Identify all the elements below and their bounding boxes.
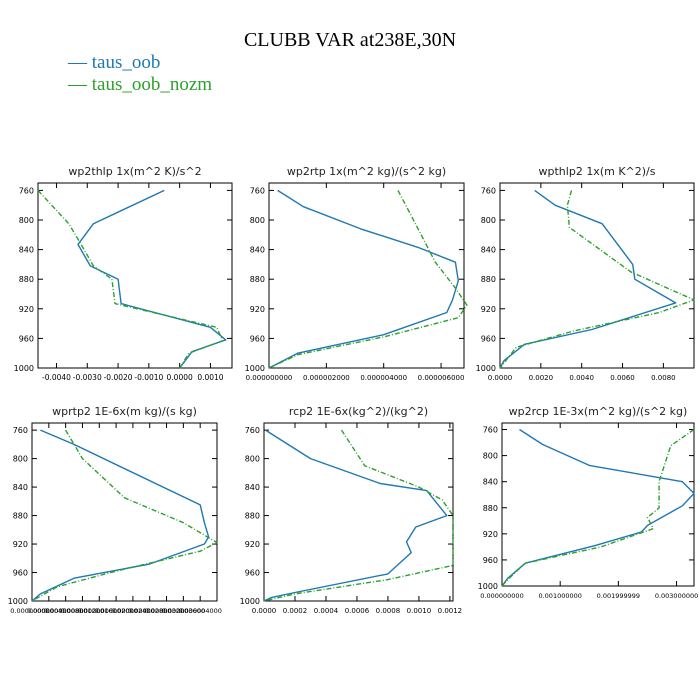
x-tick-label: 0.000004000 bbox=[360, 374, 407, 382]
y-tick-label: 800 bbox=[481, 216, 496, 225]
series-line-taus-oob-nozm bbox=[32, 430, 217, 601]
panel-6: wp2rcp 1E-3x(m^2 kg)/(s^2 kg) 760 800 840 88… bbox=[478, 405, 699, 600]
plot-frame bbox=[500, 183, 694, 368]
x-tick-label: 0.0006 bbox=[345, 607, 370, 615]
y-tick-label: 1000 bbox=[14, 364, 34, 373]
y-tick-label: 920 bbox=[13, 540, 28, 549]
series-line-taus-oob bbox=[264, 430, 447, 601]
y-tick-label: 960 bbox=[13, 569, 28, 578]
x-tick-label: 0.0002 bbox=[283, 607, 308, 615]
panel-title: rcp2 1E-6x(kg^2)/(kg^2) bbox=[289, 405, 428, 418]
y-tick-label: 880 bbox=[245, 512, 260, 521]
y-tick-label: 880 bbox=[481, 275, 496, 284]
y-tick-label: 880 bbox=[483, 504, 498, 513]
x-tick-label: 0.0010 bbox=[407, 607, 432, 615]
series-line-taus-oob-nozm bbox=[38, 190, 223, 368]
y-tick-label: 960 bbox=[245, 569, 260, 578]
y-tick-label: 840 bbox=[250, 246, 265, 255]
chart-panels: wp2thlp 1x(m^2 K)/s^2 760 800 840 880 920 960 1… bbox=[0, 0, 700, 700]
x-tick-label: 0.000004000 bbox=[178, 607, 221, 615]
y-tick-label: 800 bbox=[483, 452, 498, 461]
y-tick-label: 1000 bbox=[476, 364, 496, 373]
series-line-taus-oob-nozm bbox=[500, 190, 694, 368]
y-tick-label: 800 bbox=[250, 216, 265, 225]
panel-title: wp2rtp 1x(m^2 kg)/(s^2 kg) bbox=[287, 165, 446, 178]
y-tick-label: 1000 bbox=[240, 597, 260, 606]
y-tick-label: 760 bbox=[13, 426, 28, 435]
panel-3: wpthlp2 1x(m K^2)/s 760 800 840 880 920 960 100… bbox=[476, 165, 694, 382]
y-tick-label: 840 bbox=[19, 246, 34, 255]
y-tick-label: 960 bbox=[19, 334, 34, 343]
x-tick-label: 0.0008 bbox=[376, 607, 401, 615]
y-tick-label: 800 bbox=[13, 455, 28, 464]
x-tick-label: 0.000000000 bbox=[480, 592, 523, 600]
y-tick-label: 760 bbox=[481, 186, 496, 195]
x-tick-label: 0.000002000 bbox=[303, 374, 350, 382]
panel-2: wp2rtp 1x(m^2 kg)/(s^2 kg) 760 800 840 880 92… bbox=[245, 165, 467, 382]
y-tick-label: 920 bbox=[19, 305, 34, 314]
x-tick-label: 0.0060 bbox=[610, 374, 635, 382]
y-tick-label: 960 bbox=[481, 334, 496, 343]
y-tick-label: 800 bbox=[245, 455, 260, 464]
x-tick-label: -0.0040 bbox=[42, 373, 71, 382]
x-tick-label: -0.0030 bbox=[73, 373, 102, 382]
x-tick-label: 0.0004 bbox=[314, 607, 339, 615]
panel-1: wp2thlp 1x(m^2 K)/s^2 760 800 840 880 920 960 1… bbox=[14, 165, 232, 382]
y-tick-label: 760 bbox=[245, 426, 260, 435]
series-line-taus-oob-nozm bbox=[264, 430, 453, 601]
series-line-taus-oob-nozm bbox=[502, 430, 694, 587]
series-line-taus-oob bbox=[32, 430, 209, 601]
panel-title: wp2rcp 1E-3x(m^2 kg)/(s^2 kg) bbox=[509, 405, 688, 418]
y-tick-label: 840 bbox=[13, 483, 28, 492]
plot-frame bbox=[32, 423, 217, 601]
series-line-taus-oob-nozm bbox=[269, 190, 467, 368]
x-tick-label: 0.0000 bbox=[252, 607, 277, 615]
panel-title: wp2thlp 1x(m^2 K)/s^2 bbox=[68, 165, 201, 178]
y-tick-label: 760 bbox=[19, 186, 34, 195]
x-tick-label: 0.000006000 bbox=[418, 374, 465, 382]
series-line-taus-oob bbox=[500, 190, 676, 368]
y-tick-label: 880 bbox=[250, 275, 265, 284]
y-tick-label: 880 bbox=[19, 275, 34, 284]
y-tick-label: 760 bbox=[483, 426, 498, 435]
x-tick-label: 0.001000000 bbox=[538, 592, 581, 600]
x-tick-label: 0.000000000 bbox=[246, 374, 293, 382]
y-tick-label: 1000 bbox=[478, 582, 498, 591]
y-tick-label: 1000 bbox=[8, 597, 28, 606]
x-tick-label: -0.0010 bbox=[134, 373, 163, 382]
panel-4: wprtp2 1E-6x(m kg)/(s kg) 760 800 840 880 920… bbox=[8, 405, 222, 615]
panel-title: wprtp2 1E-6x(m kg)/(s kg) bbox=[52, 405, 197, 418]
y-tick-label: 920 bbox=[250, 305, 265, 314]
x-tick-label: 0.0012 bbox=[438, 607, 463, 615]
plot-frame bbox=[38, 183, 232, 368]
y-tick-label: 760 bbox=[250, 186, 265, 195]
x-tick-label: 0.0020 bbox=[529, 374, 554, 382]
panel-5: rcp2 1E-6x(kg^2)/(kg^2) 760 800 840 880 920 96… bbox=[240, 405, 463, 615]
x-tick-label: 0.003000000 bbox=[655, 592, 698, 600]
x-tick-label: 0.0010 bbox=[197, 373, 223, 382]
plot-frame bbox=[264, 423, 453, 601]
series-line-taus-oob bbox=[78, 190, 226, 368]
y-tick-label: 960 bbox=[250, 334, 265, 343]
y-tick-label: 880 bbox=[13, 512, 28, 521]
x-tick-label: 0.0080 bbox=[651, 374, 676, 382]
y-tick-label: 840 bbox=[481, 246, 496, 255]
y-tick-label: 800 bbox=[19, 216, 34, 225]
y-tick-label: 1000 bbox=[245, 364, 265, 373]
x-tick-label: 0.0000 bbox=[488, 374, 513, 382]
x-tick-label: 0.001999999 bbox=[597, 592, 640, 600]
y-tick-label: 960 bbox=[483, 556, 498, 565]
y-tick-label: 920 bbox=[245, 540, 260, 549]
y-tick-label: 920 bbox=[481, 305, 496, 314]
x-tick-label: 0.0000 bbox=[167, 373, 193, 382]
x-tick-label: 0.0040 bbox=[569, 374, 594, 382]
y-tick-label: 840 bbox=[483, 478, 498, 487]
x-tick-label: -0.0020 bbox=[104, 373, 133, 382]
y-tick-label: 920 bbox=[483, 530, 498, 539]
y-tick-label: 840 bbox=[245, 483, 260, 492]
panel-title: wpthlp2 1x(m K^2)/s bbox=[539, 165, 656, 178]
